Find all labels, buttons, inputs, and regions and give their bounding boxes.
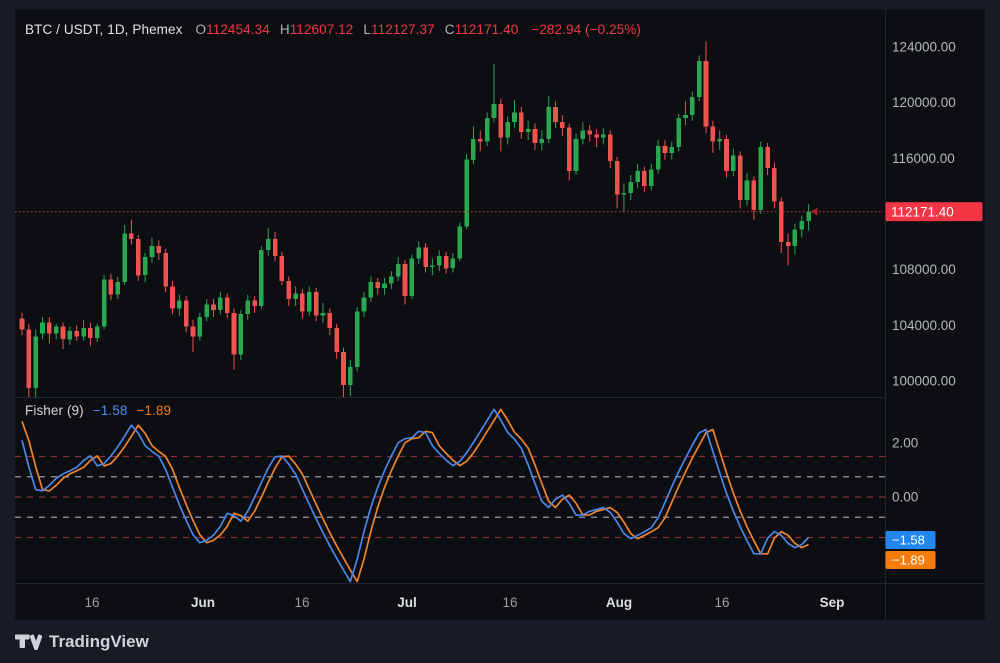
chart-canvas[interactable]: 124000.00 120000.00 116000.00 108000.00 1040… [15,10,985,620]
high-value: 112607.12 [289,22,354,37]
price-change: −282.94 (−0.25%) [531,22,641,37]
fisher-badge-orange: −1.89 [885,551,936,569]
svg-text:104000.00: 104000.00 [892,318,956,333]
svg-text:16: 16 [84,595,99,610]
open-value: 112454.34 [206,22,270,37]
time-axis[interactable]: 16 Jun 16 Jul 16 Aug 16 Sep [84,595,844,610]
fisher-layer [15,408,885,583]
low-label: L [363,22,372,37]
symbol-legend[interactable]: BTC / USDT, 1D, Phemex O112454.34 H11260… [25,22,641,37]
indicator-name[interactable]: Fisher (9) [25,403,84,418]
svg-text:Aug: Aug [606,595,632,610]
svg-text:Jun: Jun [191,595,215,610]
close-value: 112171.40 [454,22,519,37]
svg-text:16: 16 [502,595,517,610]
svg-text:0.00: 0.00 [892,490,918,505]
tradingview-logo-text: TradingView [49,631,149,651]
close-label: C [444,22,455,37]
svg-text:16: 16 [294,595,309,610]
chart-panel: 124000.00 120000.00 116000.00 108000.00 1040… [15,10,985,620]
fisher-series [21,408,810,583]
price-axis[interactable]: 124000.00 120000.00 116000.00 108000.00 1040… [892,40,956,505]
fisher-legend[interactable]: Fisher (9) −1.58 −1.89 [25,403,171,418]
svg-text:Sep: Sep [820,595,845,610]
svg-text:112171.40: 112171.40 [891,204,954,219]
tradingview-logo-icon [15,634,42,650]
footer-bar: TradingView [0,620,1000,663]
last-price-badge: 112171.40 [885,202,983,222]
svg-text:120000.00: 120000.00 [892,95,956,110]
svg-text:108000.00: 108000.00 [892,262,956,277]
ohlc-values: O112454.34 H112607.12 L112127.37 C112171… [196,22,519,37]
open-label: O [195,22,207,37]
fisher-badge-blue: −1.58 [885,531,936,549]
svg-text:Jul: Jul [397,595,417,610]
tradingview-logo[interactable]: TradingView [15,632,149,652]
svg-text:116000.00: 116000.00 [892,151,955,166]
svg-text:124000.00: 124000.00 [892,40,956,55]
low-value: 112127.37 [371,22,435,37]
svg-text:16: 16 [714,595,729,610]
svg-text:100000.00: 100000.00 [892,374,956,389]
candles-layer [19,41,811,397]
trigger-value: −1.89 [136,403,172,418]
svg-text:−1.89: −1.89 [892,553,925,568]
trigger-series [21,408,809,583]
symbol-title[interactable]: BTC / USDT, 1D, Phemex [25,22,183,37]
fisher-value: −1.58 [92,403,128,418]
last-price-arrow [810,207,818,216]
high-label: H [279,22,290,37]
svg-text:2.00: 2.00 [892,436,918,451]
svg-text:−1.58: −1.58 [892,533,925,548]
